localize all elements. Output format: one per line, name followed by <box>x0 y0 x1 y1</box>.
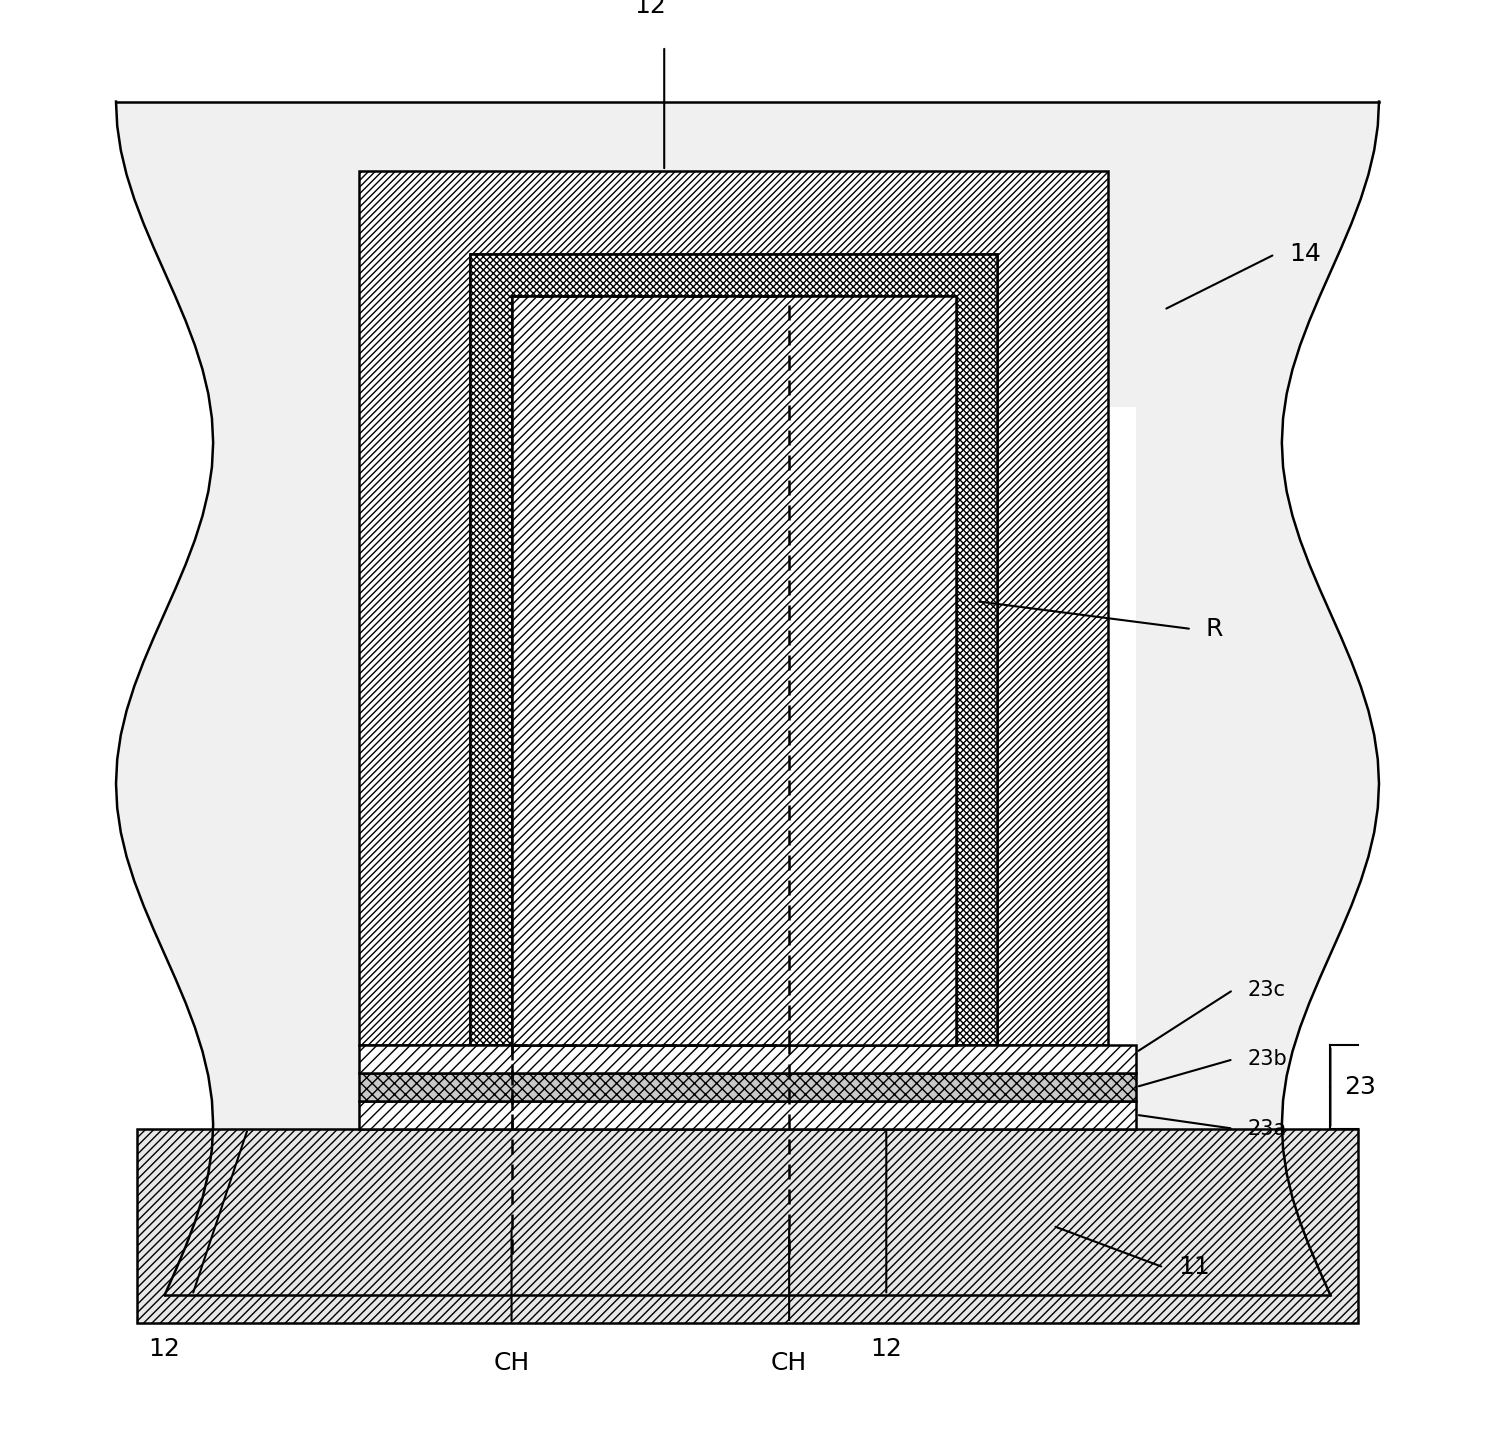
Bar <box>359 1073 1136 1101</box>
Bar <box>359 1101 1136 1129</box>
Text: 12: 12 <box>870 1336 901 1361</box>
Text: 12: 12 <box>634 0 667 19</box>
Polygon shape <box>469 254 997 1045</box>
Text: 23: 23 <box>1344 1076 1377 1098</box>
Text: 12: 12 <box>148 1336 181 1361</box>
Bar <box>138 1129 1357 1324</box>
Polygon shape <box>117 102 359 1295</box>
Polygon shape <box>359 171 1108 1045</box>
Bar <box>359 102 1136 407</box>
Text: R: R <box>1205 617 1223 641</box>
Bar <box>511 295 955 1045</box>
Text: 11: 11 <box>1178 1255 1209 1279</box>
Text: 14: 14 <box>1289 242 1320 267</box>
Polygon shape <box>1136 102 1378 1295</box>
Bar <box>359 1045 1136 1073</box>
Text: 23c: 23c <box>1247 979 1286 999</box>
Text: 23b: 23b <box>1247 1050 1287 1070</box>
Text: 23a: 23a <box>1247 1119 1286 1139</box>
Text: CH: CH <box>493 1351 529 1375</box>
Text: CH: CH <box>771 1351 807 1375</box>
